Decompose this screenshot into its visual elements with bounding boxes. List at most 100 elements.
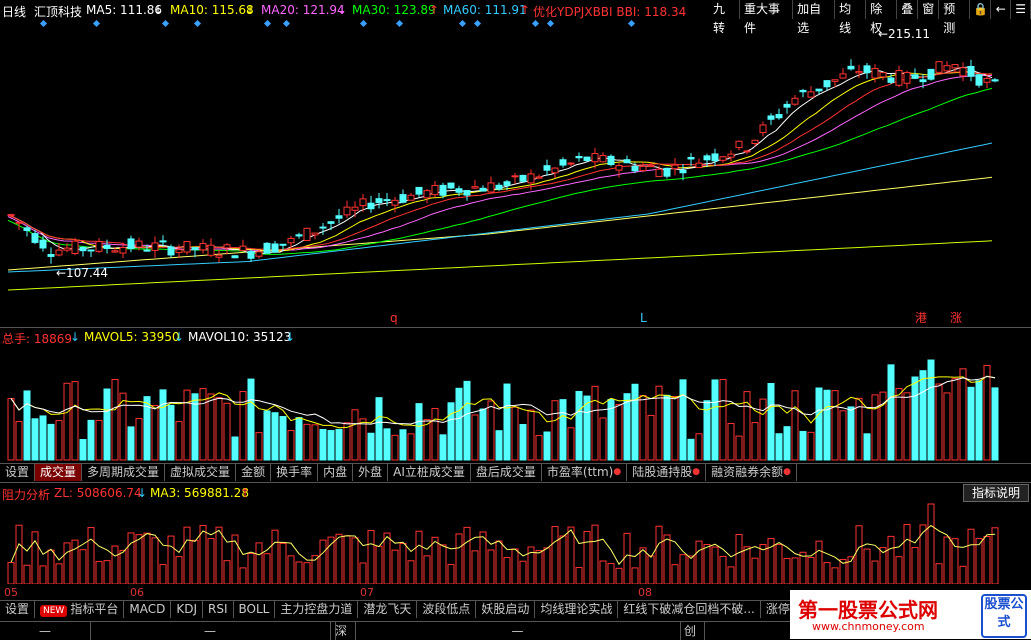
- volume-tab-6[interactable]: 内盘: [318, 464, 354, 481]
- volume-tab-7[interactable]: 外盘: [353, 464, 389, 481]
- volume-bar: [263, 410, 271, 461]
- resistance-indicator-chart[interactable]: [0, 500, 1031, 584]
- indicator-name: 阻力分析: [2, 488, 51, 502]
- candle-body: [95, 241, 103, 252]
- volume-bar: [887, 364, 895, 461]
- volume-tab-5[interactable]: 换手率: [271, 464, 319, 481]
- indicator-tab-0[interactable]: 设置: [0, 601, 36, 618]
- overlay-button[interactable]: 叠: [897, 0, 919, 19]
- status-seg-2[interactable]: —: [90, 622, 331, 640]
- add-watchlist-button[interactable]: 加自选: [793, 0, 836, 35]
- volume-bar: [951, 378, 959, 461]
- status-seg-cy[interactable]: 创: [684, 622, 705, 640]
- candle-body: [287, 237, 295, 244]
- volume-bar: [847, 406, 855, 461]
- volume-tab-2[interactable]: 多周期成交量: [82, 464, 166, 481]
- candle-body: [903, 72, 911, 84]
- volume-tab-label: 设置: [5, 465, 30, 479]
- indicator-tab-8[interactable]: 波段低点: [417, 601, 477, 618]
- candle-body: [135, 240, 143, 248]
- zl-bar: [335, 533, 343, 584]
- zl-bar: [311, 555, 319, 584]
- volume-bar: [799, 430, 807, 461]
- indicator-tab-11[interactable]: 红线下破减仓回档不破...: [618, 601, 761, 618]
- volume-tab-9[interactable]: 盘后成交量: [471, 464, 542, 481]
- zl-bar: [631, 567, 639, 584]
- indicator-explain-button[interactable]: 指标说明: [963, 484, 1029, 502]
- candle-body: [943, 65, 951, 72]
- volume-bar: [399, 429, 407, 461]
- volume-tab-1[interactable]: 成交量: [35, 464, 83, 481]
- forecast-button[interactable]: 预测: [939, 0, 971, 35]
- indicator-tab-1[interactable]: NEW 指标平台: [35, 601, 125, 618]
- volume-bar: [599, 417, 607, 461]
- bbi-value: 优化YDPJXBBI BBI: 118.34: [533, 5, 687, 19]
- ex-rights-button[interactable]: 除权: [866, 0, 898, 35]
- zl-bar: [431, 536, 439, 584]
- indicator-tab-5[interactable]: BOLL: [234, 601, 276, 618]
- event-diamond-icon: [282, 20, 291, 28]
- event-diamond-icon: [473, 20, 482, 28]
- volume-bar: [703, 400, 711, 461]
- zl-bar: [95, 560, 103, 584]
- volume-tab-10[interactable]: 市盈率(ttm)●: [542, 464, 628, 481]
- indicator-tab-7[interactable]: 潜龙飞天: [358, 601, 418, 618]
- major-events-button[interactable]: 重大事件: [740, 0, 794, 35]
- indicator-tab-4[interactable]: RSI: [203, 601, 234, 618]
- indicator-tab-label: RSI: [208, 602, 228, 616]
- volume-tab-label: 外盘: [358, 465, 383, 479]
- candle-body: [375, 198, 383, 204]
- candle-body: [15, 221, 23, 224]
- volume-bar: [47, 423, 55, 461]
- volume-bar: [911, 376, 919, 461]
- zl-bar: [983, 535, 991, 584]
- ma-lines-button[interactable]: 均线: [835, 0, 867, 35]
- candlestick-chart[interactable]: ←215.11 ←107.44 q L 港 涨: [0, 20, 1031, 326]
- zl-bar: [903, 524, 911, 584]
- volume-bar: [935, 383, 943, 461]
- status-seg-1[interactable]: —: [0, 622, 91, 640]
- candle-body: [79, 246, 87, 252]
- volume-bar: [671, 396, 679, 461]
- period-label[interactable]: 日线: [2, 5, 27, 19]
- zl-bar: [87, 527, 95, 584]
- jiuzhuan-button[interactable]: 九转: [709, 0, 741, 35]
- indicator-tab-label: 主力控盘力道: [280, 602, 353, 616]
- volume-tab-4[interactable]: 金额: [236, 464, 272, 481]
- indicator-tab-3[interactable]: KDJ: [171, 601, 203, 618]
- candle-body: [439, 184, 447, 196]
- volume-tab-12[interactable]: 融资融券余额●: [706, 464, 797, 481]
- zl-bar: [679, 554, 687, 584]
- volume-bar: [503, 383, 511, 461]
- status-seg-sz[interactable]: 深: [335, 622, 356, 640]
- candle-body: [583, 156, 591, 162]
- window-button[interactable]: 窗: [918, 0, 940, 19]
- volume-tab-8[interactable]: AI立桩成交量: [388, 464, 471, 481]
- indicator-tab-6[interactable]: 主力控盘力道: [275, 601, 359, 618]
- candle-body: [799, 89, 807, 93]
- lock-icon[interactable]: 🔒: [970, 0, 992, 19]
- indicator-tab-9[interactable]: 妖股启动: [476, 601, 536, 618]
- candle-body: [431, 185, 439, 196]
- volume-bar: [143, 396, 151, 461]
- indicator-tab-label: KDJ: [176, 602, 197, 616]
- candle-body: [143, 249, 151, 252]
- status-seg-3[interactable]: —: [355, 622, 681, 640]
- volume-tab-label: 内盘: [323, 465, 348, 479]
- volume-tab-11[interactable]: 陆股通持股●: [627, 464, 707, 481]
- zl-bar: [23, 564, 31, 584]
- indicator-tab-10[interactable]: 均线理论实战: [535, 601, 619, 618]
- back-icon[interactable]: ←: [991, 0, 1012, 19]
- volume-tab-0[interactable]: 设置: [0, 464, 36, 481]
- volume-bar: [975, 380, 983, 461]
- volume-header: 总手: 18869 ↓ MAVOL5: 33950 ↓ MAVOL10: 351…: [0, 327, 1031, 346]
- event-diamond-icon: [359, 20, 368, 28]
- candle-body: [127, 238, 135, 249]
- volume-bar: [575, 390, 583, 461]
- volume-tab-3[interactable]: 虚拟成交量: [165, 464, 237, 481]
- indicator-tab-2[interactable]: MACD: [124, 601, 172, 618]
- menu-icon[interactable]: ☰: [1011, 0, 1031, 19]
- candle-body: [391, 199, 399, 206]
- volume-chart[interactable]: [0, 344, 1031, 462]
- candle-body: [215, 254, 223, 258]
